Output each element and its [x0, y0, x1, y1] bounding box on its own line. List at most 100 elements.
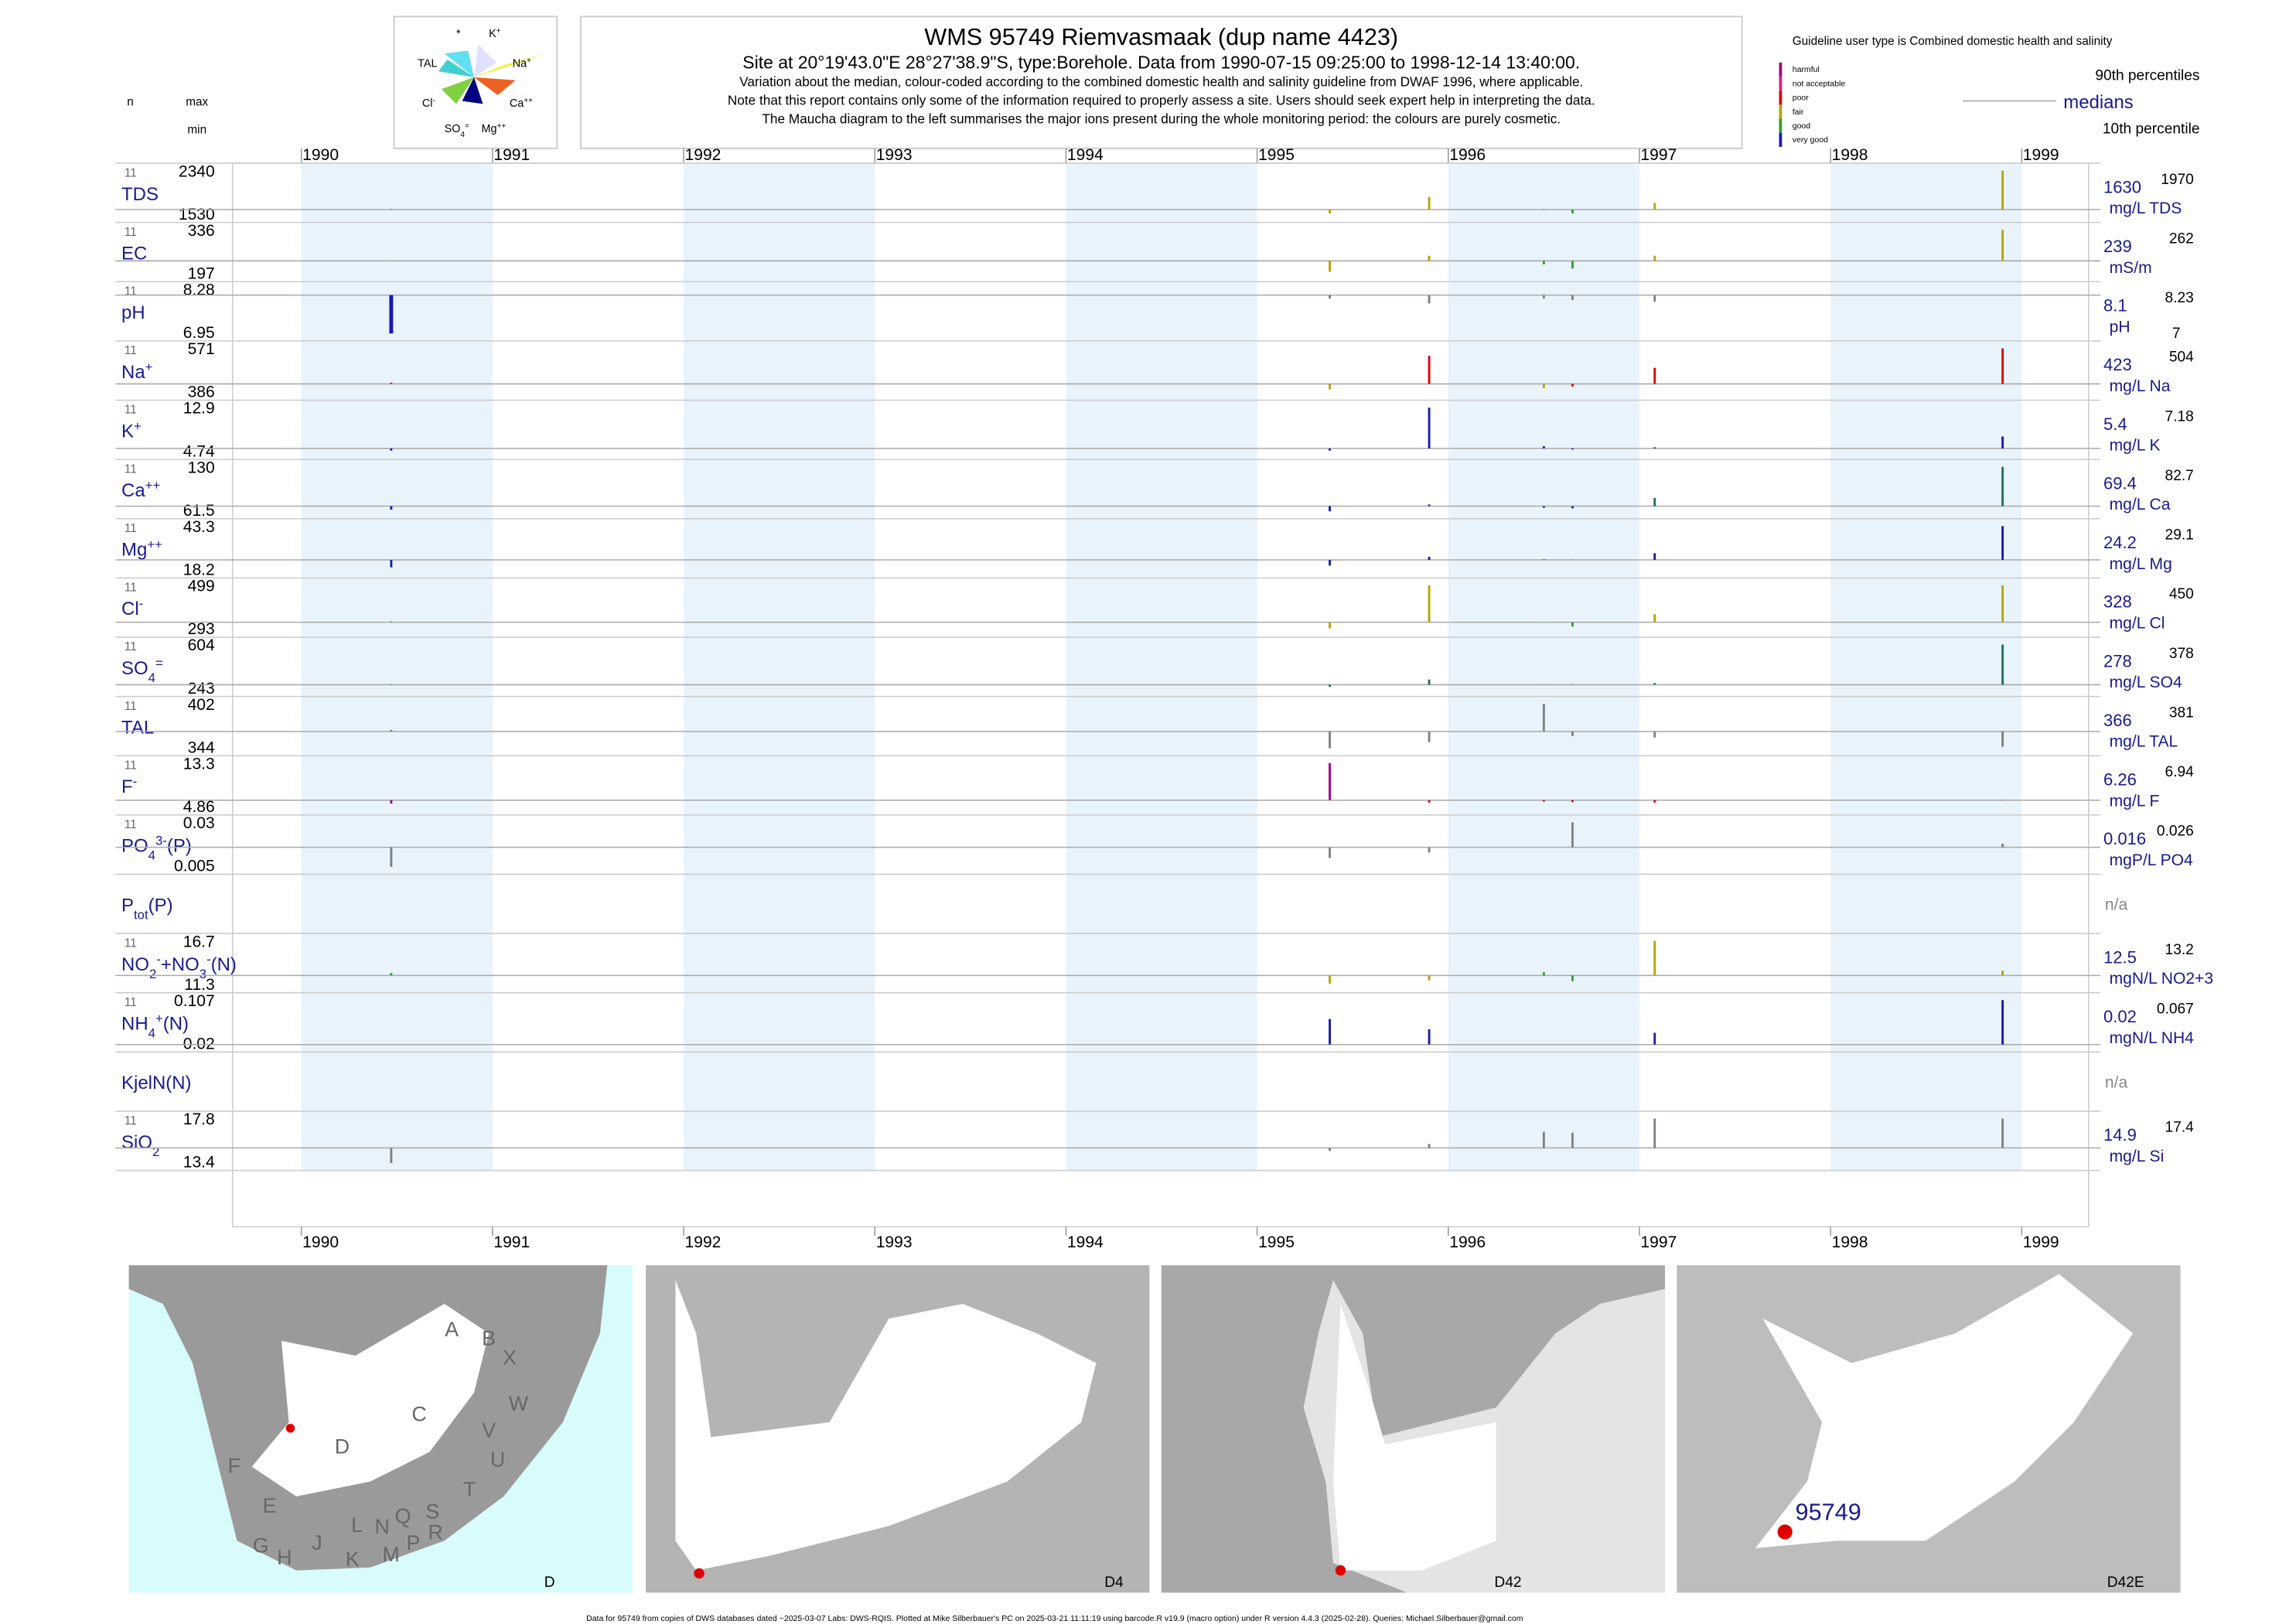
row-p90: 504 [2169, 350, 2194, 366]
row-p90: 29.1 [2165, 527, 2194, 544]
site-dot [694, 1568, 704, 1579]
row-n: 11 [125, 640, 137, 653]
maucha-petal [441, 77, 474, 104]
title: WMS 95749 Riemvasmaak (dup name 4423) [924, 24, 1398, 50]
year-shade [1448, 163, 1639, 1171]
label-part: 4 [460, 130, 465, 138]
map-letter: F [227, 1454, 240, 1477]
label-part: (N) [211, 954, 237, 975]
label-part: 3 [200, 966, 206, 981]
x-tick-label: 1998 [1832, 146, 1868, 164]
year-shade [684, 163, 875, 1171]
label-part: F [121, 776, 133, 797]
row-unit: mgN/L NO2+3 [2110, 970, 2213, 988]
label-part: pH [121, 302, 145, 323]
row-label: K+ [121, 418, 142, 442]
row-unit: mg/L Cl [2110, 614, 2165, 632]
row-max: 16.7 [183, 933, 215, 950]
row-median: 12.5 [2103, 947, 2137, 967]
map-letter: E [263, 1494, 277, 1517]
label-part: TAL [418, 58, 437, 70]
row-label: Na+ [121, 359, 152, 383]
label-part: ++ [496, 121, 506, 130]
row-n: 11 [125, 462, 137, 476]
label-part: NH [121, 1014, 148, 1035]
row-min: 197 [188, 264, 215, 282]
maucha-diagram [438, 44, 545, 104]
row-median: 5.4 [2103, 415, 2127, 434]
row-max: 571 [188, 340, 215, 358]
label-part: (P) [167, 836, 192, 857]
label-part: - [139, 596, 144, 611]
maucha-petal [473, 44, 496, 77]
site-dot [1335, 1565, 1346, 1576]
label-part: Ca [510, 97, 524, 110]
map-letter: J [312, 1531, 322, 1554]
row-min: 11.3 [184, 976, 214, 994]
title-box [579, 15, 1743, 149]
site-dot [285, 1424, 295, 1433]
label-part: P [121, 895, 134, 916]
row-n: 11 [125, 1114, 137, 1128]
label-part: - [133, 774, 138, 789]
row-max: 0.03 [183, 814, 215, 832]
map-letter: L [351, 1513, 363, 1537]
x-tick-label: 1996 [1449, 146, 1486, 164]
map-letter: G [253, 1534, 269, 1557]
map-letter: D [335, 1435, 350, 1458]
x-tick-label: 1994 [1067, 146, 1104, 164]
row-unit: mgN/L NH4 [2110, 1029, 2195, 1047]
guideline: Guideline user type is Combined domestic… [1793, 35, 2113, 48]
label-part: Cl [121, 599, 139, 619]
label-part: 4 [148, 1025, 155, 1040]
map-letter: B [482, 1327, 496, 1350]
x-tick-label: 1990 [302, 146, 339, 164]
label-part: TAL [121, 717, 154, 738]
map-letter: V [482, 1418, 496, 1441]
status: n/a [2105, 1073, 2128, 1091]
x-tick-label: 1992 [685, 1233, 722, 1251]
row-p90: 378 [2169, 646, 2194, 662]
label-part: TDS [121, 184, 159, 205]
x-tick-label: 1993 [876, 146, 913, 164]
x-tick-label: 1990 [302, 1233, 339, 1251]
row-unit: mg/L TAL [2110, 733, 2178, 751]
row-min: 243 [188, 680, 215, 698]
row-min: 293 [188, 620, 215, 638]
map-letter: X [503, 1346, 517, 1369]
label-part: - [156, 951, 161, 966]
row-label: NH4+(N) [121, 1011, 189, 1040]
map-letter: Q [395, 1504, 411, 1527]
label-part: + [527, 56, 531, 65]
maucha-label: * [456, 28, 461, 40]
row-unit: mgP/L PO4 [2110, 851, 2193, 869]
maucha-petal [462, 77, 483, 104]
label-part: SiO [121, 1132, 152, 1153]
map-letter: K [346, 1547, 360, 1571]
row-label: F- [121, 774, 137, 798]
map-basin-d42e [1755, 1274, 2134, 1548]
label-part: (P) [148, 895, 173, 916]
map-basin-d42b [1332, 1303, 1496, 1571]
label-part: K [489, 28, 496, 40]
row-median: 0.016 [2103, 829, 2146, 848]
map-letter: P [406, 1531, 420, 1554]
row-label: Ca++ [121, 478, 160, 501]
legend-class: harmful [1793, 65, 1820, 74]
legend-class: good [1793, 121, 1811, 131]
legend-p90: 90th percentiles [2095, 68, 2199, 84]
label-part: NO [121, 954, 149, 975]
row-unit: mg/L Si [2110, 1148, 2165, 1165]
row-min: 6.95 [183, 324, 215, 342]
row-median: 24.2 [2103, 533, 2137, 552]
row-median: 14.9 [2103, 1125, 2137, 1145]
map-letter: S [425, 1500, 439, 1523]
row-p90: 0.067 [2157, 1001, 2194, 1018]
row-n: 11 [125, 759, 137, 772]
label-part: + [496, 27, 501, 36]
col-max: max [186, 95, 208, 108]
row-label: SO4= [121, 655, 163, 684]
label-part: ++ [145, 478, 161, 493]
label-part: + [145, 359, 153, 374]
